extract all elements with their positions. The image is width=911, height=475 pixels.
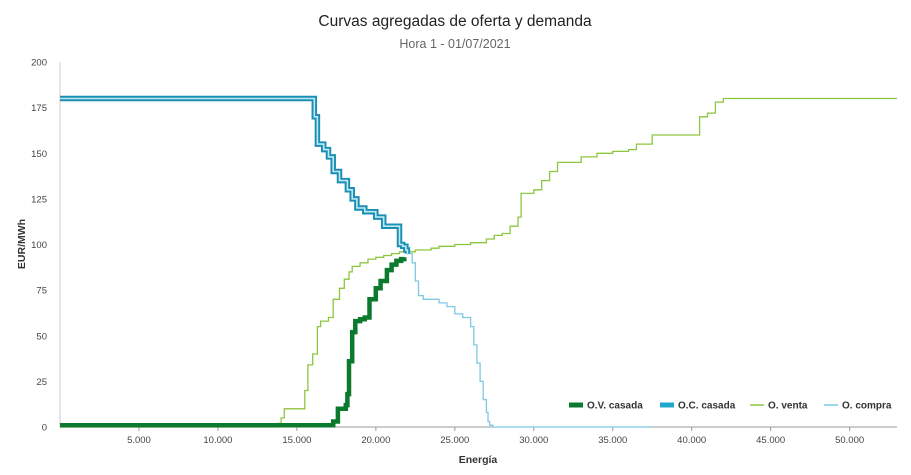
y-tick-label: 0 bbox=[42, 423, 47, 434]
x-tick-label: 10.000 bbox=[203, 435, 232, 446]
y-tick-label: 125 bbox=[31, 194, 47, 205]
y-tick-label: 50 bbox=[36, 331, 47, 342]
x-tick-label: 25.000 bbox=[440, 435, 469, 446]
y-tick-label: 175 bbox=[31, 103, 47, 114]
legend-label-o-compra: O. compra bbox=[842, 401, 892, 412]
legend-label-o-c-casada: O.C. casada bbox=[678, 401, 736, 412]
x-tick-label: 40.000 bbox=[677, 435, 706, 446]
chart-subtitle: Hora 1 - 01/07/2021 bbox=[399, 37, 510, 51]
x-tick-label: 5.000 bbox=[127, 435, 151, 446]
series-line-o-v-casada bbox=[60, 256, 407, 428]
x-tick-label: 20.000 bbox=[361, 435, 390, 446]
x-tick-label: 35.000 bbox=[598, 435, 627, 446]
series-layer bbox=[60, 95, 897, 428]
y-tick-label: 150 bbox=[31, 149, 47, 160]
axes: 5.000 10.000 15.000 20.000 25.000 30.000 35.00… bbox=[31, 58, 897, 446]
series-line-outline-o-c-casada bbox=[60, 95, 411, 254]
chart-title: Curvas agregadas de oferta y demanda bbox=[318, 13, 592, 30]
legend-label-o-v-casada: O.V. casada bbox=[587, 401, 643, 412]
series-line-o-compra bbox=[60, 96, 653, 428]
y-tick-label: 25 bbox=[36, 377, 47, 388]
y-tick-label: 200 bbox=[31, 58, 47, 69]
x-tick-label: 30.000 bbox=[519, 435, 548, 446]
y-tick-label: 100 bbox=[31, 240, 47, 251]
legend-label-o-venta: O. venta bbox=[768, 401, 808, 412]
series-line-o-venta bbox=[60, 97, 897, 428]
y-axis-title: EUR/MWh bbox=[16, 219, 28, 269]
y-tick-label: 75 bbox=[36, 286, 47, 297]
series-line-o-c-casada bbox=[60, 97, 409, 254]
x-tick-label: 50.000 bbox=[835, 435, 864, 446]
x-axis-title: Energía bbox=[459, 454, 498, 466]
x-tick-label: 45.000 bbox=[756, 435, 785, 446]
legend: O.V. casada O.C. casada O. venta O. compra bbox=[569, 401, 892, 412]
x-tick-label: 15.000 bbox=[282, 435, 311, 446]
